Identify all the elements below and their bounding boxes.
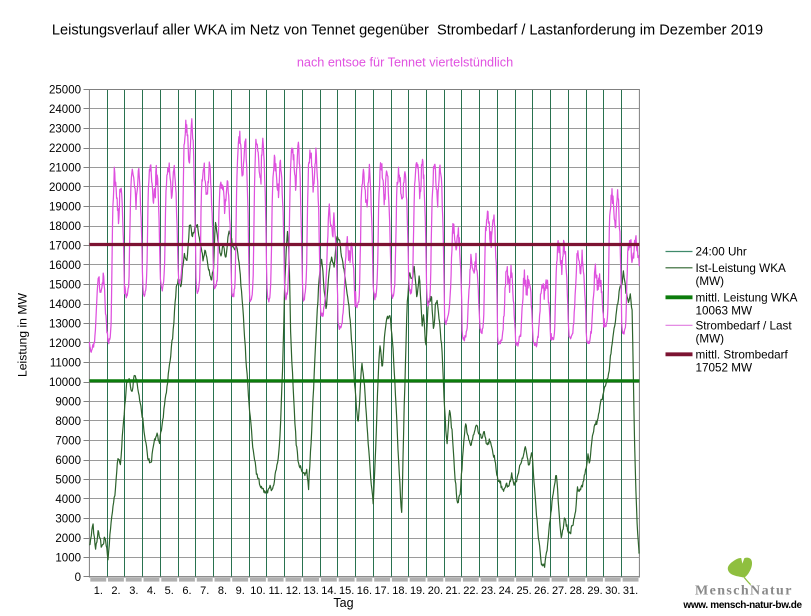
svg-text:10.: 10. (250, 585, 265, 597)
svg-text:5.: 5. (165, 585, 174, 597)
svg-text:6000: 6000 (55, 455, 81, 467)
svg-text:16000: 16000 (49, 260, 81, 272)
svg-text:4.: 4. (147, 585, 156, 597)
svg-text:16.: 16. (357, 585, 372, 597)
svg-text:mittl. Strombedarf: mittl. Strombedarf (696, 349, 789, 362)
svg-text:12.: 12. (286, 585, 301, 597)
svg-text:(MW): (MW) (696, 275, 725, 288)
svg-text:0: 0 (75, 572, 81, 584)
svg-text:1.: 1. (94, 585, 103, 597)
svg-text:(MW): (MW) (696, 333, 725, 346)
svg-text:24.: 24. (499, 585, 514, 597)
svg-text:27.: 27. (552, 585, 567, 597)
svg-text:12000: 12000 (49, 338, 81, 350)
svg-text:14.: 14. (321, 585, 336, 597)
svg-text:6.: 6. (182, 585, 191, 597)
svg-text:Strombedarf / Last: Strombedarf / Last (696, 320, 793, 333)
svg-text:11000: 11000 (50, 358, 81, 370)
svg-text:23000: 23000 (49, 124, 81, 136)
svg-text:7.: 7. (200, 585, 209, 597)
svg-text:18000: 18000 (49, 221, 81, 233)
svg-text:mittl. Leistung WKA: mittl. Leistung WKA (696, 292, 798, 305)
svg-text:24000: 24000 (49, 104, 81, 116)
svg-text:25000: 25000 (49, 85, 81, 97)
svg-text:11.: 11. (268, 585, 282, 597)
svg-text:8.: 8. (218, 585, 227, 597)
svg-text:2000: 2000 (55, 533, 81, 545)
svg-text:8000: 8000 (55, 416, 81, 428)
svg-text:3000: 3000 (55, 514, 81, 526)
svg-text:MenschNatur: MenschNatur (695, 584, 793, 599)
svg-text:5000: 5000 (55, 475, 81, 487)
svg-text:4000: 4000 (55, 494, 81, 506)
svg-text:Tag: Tag (333, 596, 353, 610)
svg-text:www. mensch-natur-bw.de: www. mensch-natur-bw.de (682, 600, 802, 611)
svg-text:21.: 21. (445, 585, 460, 597)
svg-text:10063 MW: 10063 MW (696, 305, 753, 318)
svg-text:Leistungsverlauf aller WKA im: Leistungsverlauf aller WKA im Netz von T… (52, 23, 763, 39)
svg-text:19000: 19000 (49, 202, 81, 214)
svg-text:9000: 9000 (55, 397, 81, 409)
svg-text:19.: 19. (410, 585, 425, 597)
svg-text:26.: 26. (534, 585, 549, 597)
svg-text:15000: 15000 (49, 280, 81, 292)
svg-text:15.: 15. (339, 585, 354, 597)
svg-text:2.: 2. (111, 585, 120, 597)
svg-text:nach entsoe für Tennet viertel: nach entsoe für Tennet viertelstündlich (297, 56, 513, 70)
svg-text:17052 MW: 17052 MW (696, 362, 753, 375)
svg-text:10000: 10000 (49, 377, 81, 389)
svg-text:1000: 1000 (55, 553, 81, 565)
svg-text:14000: 14000 (49, 299, 81, 311)
svg-text:23.: 23. (481, 585, 496, 597)
svg-text:22000: 22000 (49, 143, 81, 155)
svg-text:9.: 9. (236, 585, 245, 597)
svg-text:Ist-Leistung WKA: Ist-Leistung WKA (696, 262, 786, 275)
svg-text:18.: 18. (392, 585, 407, 597)
svg-text:13.: 13. (304, 585, 319, 597)
svg-text:3.: 3. (129, 585, 138, 597)
svg-text:31.: 31. (623, 585, 638, 597)
svg-text:28.: 28. (570, 585, 585, 597)
svg-text:29.: 29. (587, 585, 602, 597)
svg-text:30.: 30. (605, 585, 620, 597)
svg-text:Leistung in MW: Leistung in MW (16, 293, 30, 377)
svg-text:20000: 20000 (49, 182, 81, 194)
svg-text:24:00 Uhr: 24:00 Uhr (696, 246, 747, 259)
svg-text:13000: 13000 (49, 319, 81, 331)
svg-text:21000: 21000 (49, 163, 81, 175)
svg-text:22.: 22. (463, 585, 478, 597)
svg-text:17.: 17. (374, 585, 389, 597)
svg-text:25.: 25. (516, 585, 531, 597)
svg-text:7000: 7000 (55, 436, 81, 448)
svg-text:17000: 17000 (49, 241, 81, 253)
svg-text:20.: 20. (428, 585, 443, 597)
